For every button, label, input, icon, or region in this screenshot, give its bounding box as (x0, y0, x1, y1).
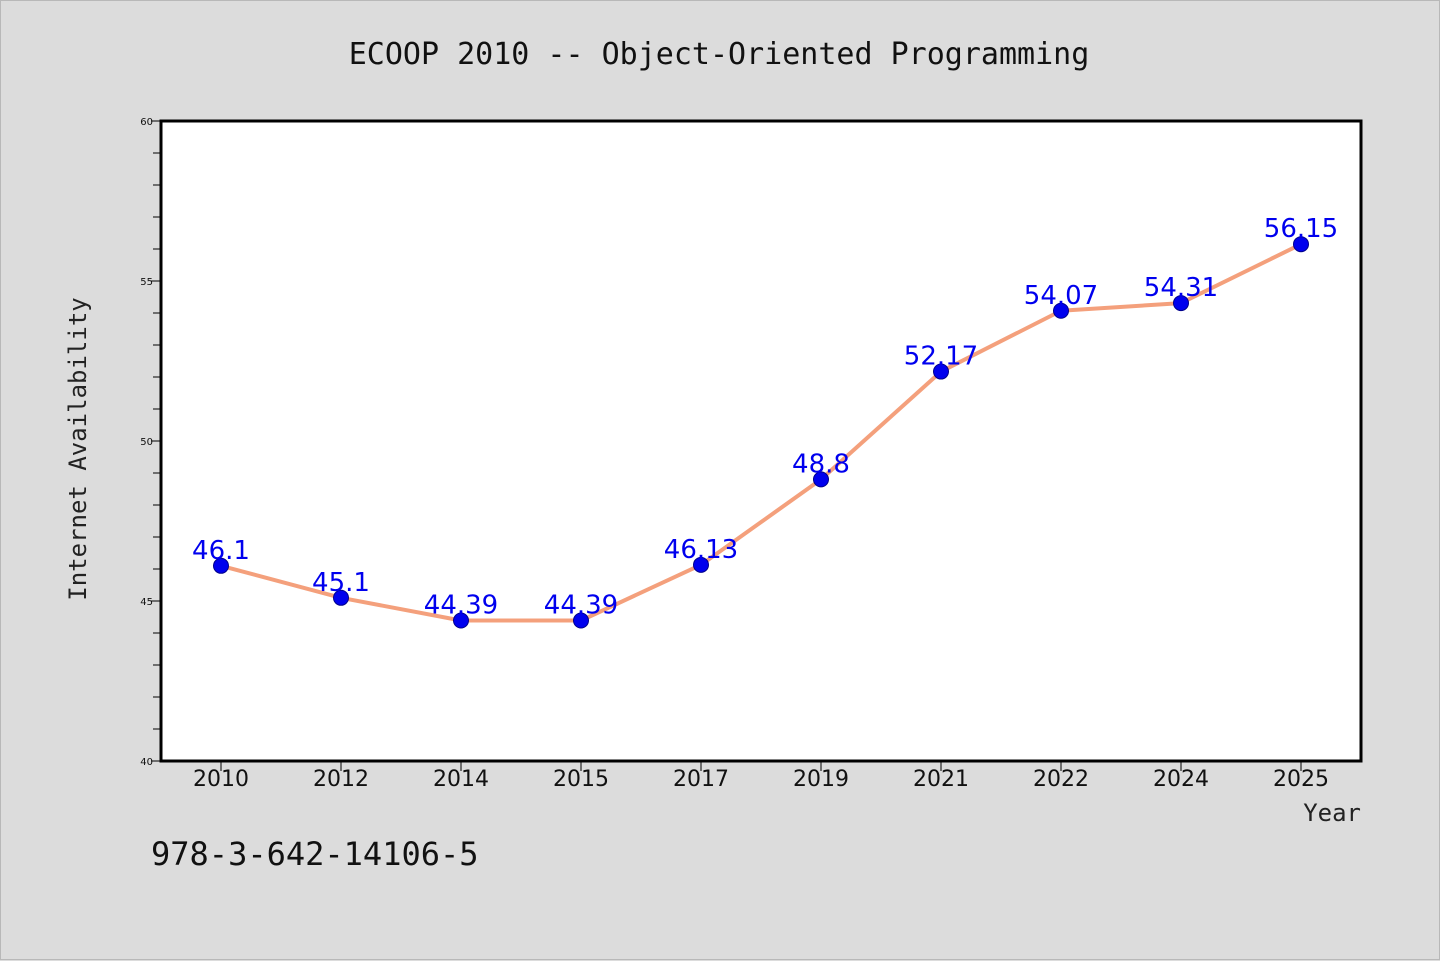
data-point-marker (453, 612, 469, 629)
plot-area (159, 119, 1363, 763)
data-label: 54.07 (1024, 281, 1098, 311)
y-tick-label: 60 (140, 117, 153, 128)
y-axis: 40 45 50 55 60 (140, 117, 161, 768)
data-label: 44.39 (424, 591, 498, 621)
y-tick-label: 50 (140, 437, 153, 448)
data-label: 44.39 (544, 591, 618, 621)
data-point-marker (1173, 295, 1189, 312)
data-label: 52.17 (904, 342, 978, 372)
data-point-marker (1053, 302, 1069, 319)
x-tick-label: 2022 (1033, 767, 1089, 792)
x-tick-label: 2019 (793, 767, 849, 792)
y-axis-label: Internet Availability (64, 297, 92, 600)
x-tick-label: 2015 (553, 767, 609, 792)
x-tick-label: 2025 (1273, 767, 1329, 792)
x-axis: 2010 2012 2014 2015 2017 2019 2021 2022 2024 2025 (193, 761, 1329, 792)
data-point-marker (693, 556, 709, 573)
data-point-marker (933, 363, 949, 380)
x-tick-label: 2010 (193, 767, 249, 792)
data-point-marker (813, 471, 829, 488)
data-label: 46.13 (664, 535, 738, 565)
data-point-marker (573, 612, 589, 629)
x-tick-label: 2017 (673, 767, 729, 792)
data-label: 56.15 (1264, 214, 1338, 244)
data-point-marker (213, 557, 229, 574)
y-tick-label: 40 (140, 757, 153, 768)
data-label: 45.1 (312, 568, 370, 598)
series-line (219, 242, 1303, 623)
x-tick-label: 2021 (913, 767, 969, 792)
data-point-marker (1293, 236, 1309, 253)
data-label: 48.8 (792, 449, 850, 479)
y-tick-label: 55 (140, 277, 153, 288)
isbn-footer: 978-3-642-14106-5 (151, 835, 479, 873)
series-line-group: 46.1 45.1 44.39 44.39 46.13 48.8 52.17 54.07 54.… (192, 214, 1338, 629)
data-label: 54.31 (1144, 273, 1218, 303)
x-tick-label: 2014 (433, 767, 489, 792)
chart-title: ECOOP 2010 -- Object-Oriented Programmin… (349, 37, 1090, 72)
x-axis-label: Year (1303, 799, 1361, 827)
data-point-marker (333, 589, 349, 606)
y-tick-label: 45 (140, 597, 153, 608)
x-tick-label: 2024 (1153, 767, 1209, 792)
data-label: 46.1 (192, 536, 250, 566)
x-tick-label: 2012 (313, 767, 369, 792)
